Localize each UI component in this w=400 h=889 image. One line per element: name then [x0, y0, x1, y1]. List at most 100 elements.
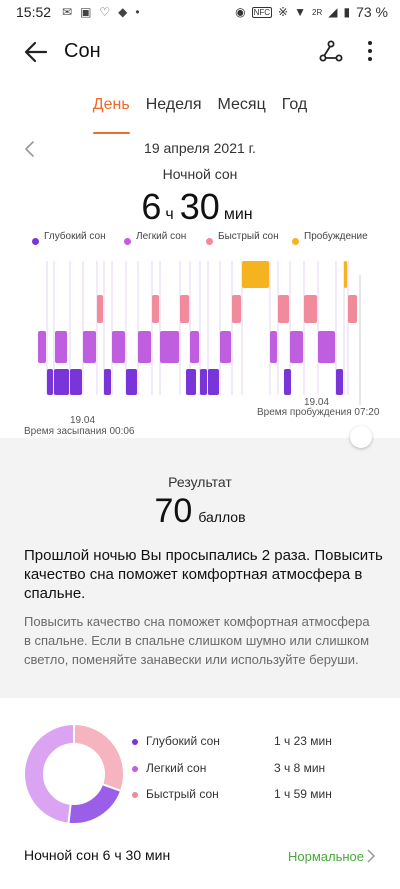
tab-1[interactable]: Неделя — [145, 96, 202, 113]
legend-dot — [124, 238, 131, 245]
stage-name: Глубокий сон — [146, 734, 220, 748]
sleep-stage-segment-light — [112, 331, 125, 363]
stage-name: Быстрый сон — [146, 787, 219, 801]
sleep-stage-segment-light — [160, 331, 179, 363]
more-dot-icon — [368, 41, 372, 45]
sleep-stage-segment-deep — [186, 369, 196, 395]
legend-label: Легкий сон — [136, 231, 187, 242]
system-icons: ◉ NFC ※ ▼ 2R ◢ ▮ 73 % — [235, 4, 388, 20]
sleep-stage-segment-light — [55, 331, 67, 363]
more-options-button[interactable] — [358, 38, 382, 64]
score-unit: баллов — [198, 509, 246, 525]
sleep-stage-chart[interactable] — [0, 255, 400, 405]
sleep-stage-segment-rem — [278, 295, 289, 323]
sleep-stage-segment-awake — [242, 261, 269, 288]
sleep-stage-segment-deep — [126, 369, 137, 395]
advice-headline: Прошлой ночью Вы просыпались 2 раза. Пов… — [24, 547, 383, 602]
legend-label: Пробуждение — [304, 231, 368, 242]
tab-0[interactable]: День — [92, 96, 130, 134]
sleep-start-time: Время засыпания 00:06 — [24, 426, 135, 437]
bluetooth-icon: ※ — [278, 5, 289, 19]
stage-dot — [132, 739, 138, 745]
sleep-stage-segment-deep — [208, 369, 215, 395]
donut-slice — [67, 782, 123, 825]
night-sleep-title: Ночной сон — [162, 166, 238, 182]
game-icon: ◆ — [118, 5, 128, 19]
night-sleep-duration: 6 ч 30 мин — [0, 186, 400, 228]
sleep-stage-segment-light — [270, 331, 277, 363]
sleep-stage-segment-light — [138, 331, 151, 363]
image-icon: ▣ — [80, 5, 92, 19]
stage-dot — [132, 792, 138, 798]
sleep-stage-segment-deep — [70, 369, 82, 395]
sleep-stages-list: Глубокий сон 1 ч 23 мин Легкий сон 3 ч 8 ми… — [130, 734, 370, 814]
chevron-right-icon — [367, 849, 376, 863]
dot-icon: • — [135, 5, 140, 19]
sleep-stage-segment-deep — [104, 369, 111, 395]
chevron-left-icon — [25, 141, 34, 157]
advice-text: Повысить качество сна поможет комфортная… — [24, 614, 370, 667]
sleep-stage-segment-deep — [47, 369, 53, 395]
sleep-stage-segment-light — [318, 331, 335, 363]
sleep-stage-segment-rem — [152, 295, 159, 323]
legend-label: Глубокий сон — [44, 231, 106, 242]
battery-level: 73 % — [356, 4, 388, 20]
donut-slice — [23, 722, 75, 825]
message-icon: ✉ — [62, 5, 73, 19]
score-title: Результат — [168, 474, 232, 490]
app-bar: Сон — [0, 30, 400, 74]
heart-icon: ♡ — [99, 5, 111, 19]
sleep-stage-segment-rem — [348, 295, 357, 323]
stage-duration: 3 ч 8 мин — [274, 760, 326, 775]
signal-icon: ◢ — [328, 5, 338, 19]
page-title: Сон — [64, 40, 101, 62]
legend-dot — [32, 238, 39, 245]
sleep-stage-segment-awake — [344, 261, 347, 288]
notification-icons: ✉ ▣ ♡ ◆ • — [62, 5, 140, 19]
back-arrow-icon — [24, 41, 48, 63]
more-dot-icon — [368, 57, 372, 61]
period-tabs: День Неделя Месяц Год — [0, 96, 400, 134]
stage-name: Легкий сон — [146, 760, 207, 775]
camera-icon: ◉ — [235, 5, 246, 19]
sleep-stage-segment-rem — [304, 295, 317, 323]
signal-label: 2R — [312, 7, 323, 17]
chart-scrubber-handle[interactable] — [350, 426, 372, 448]
nfc-icon: NFC — [251, 6, 273, 18]
score-panel: Результат 70 баллов Прошлой ночью Вы прос… — [0, 438, 400, 698]
sleep-stage-segment-rem — [97, 295, 103, 323]
status-time: 15:52 — [16, 4, 52, 20]
sleep-stage-segment-rem — [180, 295, 189, 323]
sleep-stage-segment-light — [220, 331, 231, 363]
date-row: 19 апреля 2021 г. — [0, 140, 400, 160]
night-sleep-row[interactable]: Ночной сон 6 ч 30 мин Нормальное — [0, 845, 400, 869]
share-button[interactable] — [318, 38, 344, 64]
stage-dot — [132, 765, 138, 772]
sleep-stage-segment-light — [290, 331, 303, 363]
legend-dot — [206, 238, 213, 245]
sleep-stage-segment-deep — [336, 369, 343, 395]
back-button[interactable] — [22, 38, 50, 66]
legend-label: Быстрый сон — [218, 231, 279, 242]
stage-row: Легкий сон 3 ч 8 мин — [130, 761, 370, 788]
stage-row: Глубокий сон 1 ч 23 мин — [130, 734, 370, 761]
share-icon — [319, 40, 343, 62]
battery-icon: ▮ — [343, 5, 351, 19]
sleep-stage-segment-light — [38, 331, 46, 363]
sleep-stage-segment-light — [190, 331, 199, 363]
wake-date: 19.04 — [304, 397, 330, 408]
tab-2[interactable]: Месяц — [217, 96, 266, 113]
tab-3[interactable]: Год — [281, 96, 308, 113]
hours-value: 6 — [141, 186, 162, 227]
sleep-stages-card: Глубокий сон 1 ч 23 мин Легкий сон 3 ч 8 ми… — [0, 706, 400, 889]
chart-legend: Глубокий сон Легкий сон Быстрый сон Пробужд… — [24, 230, 384, 270]
sleep-stage-segment-deep — [200, 369, 207, 395]
minutes-unit: мин — [223, 206, 253, 223]
chart-axis: 19.04 Время засыпания 00:06 19.04 Время … — [0, 397, 400, 438]
sleep-stage-segment-light — [83, 331, 96, 363]
current-date: 19 апреля 2021 г. — [144, 140, 256, 156]
legend-dot — [292, 238, 299, 245]
previous-date-button[interactable] — [24, 139, 42, 159]
sleep-stage-segment-rem — [232, 295, 241, 323]
minutes-value: 30 — [179, 186, 220, 227]
